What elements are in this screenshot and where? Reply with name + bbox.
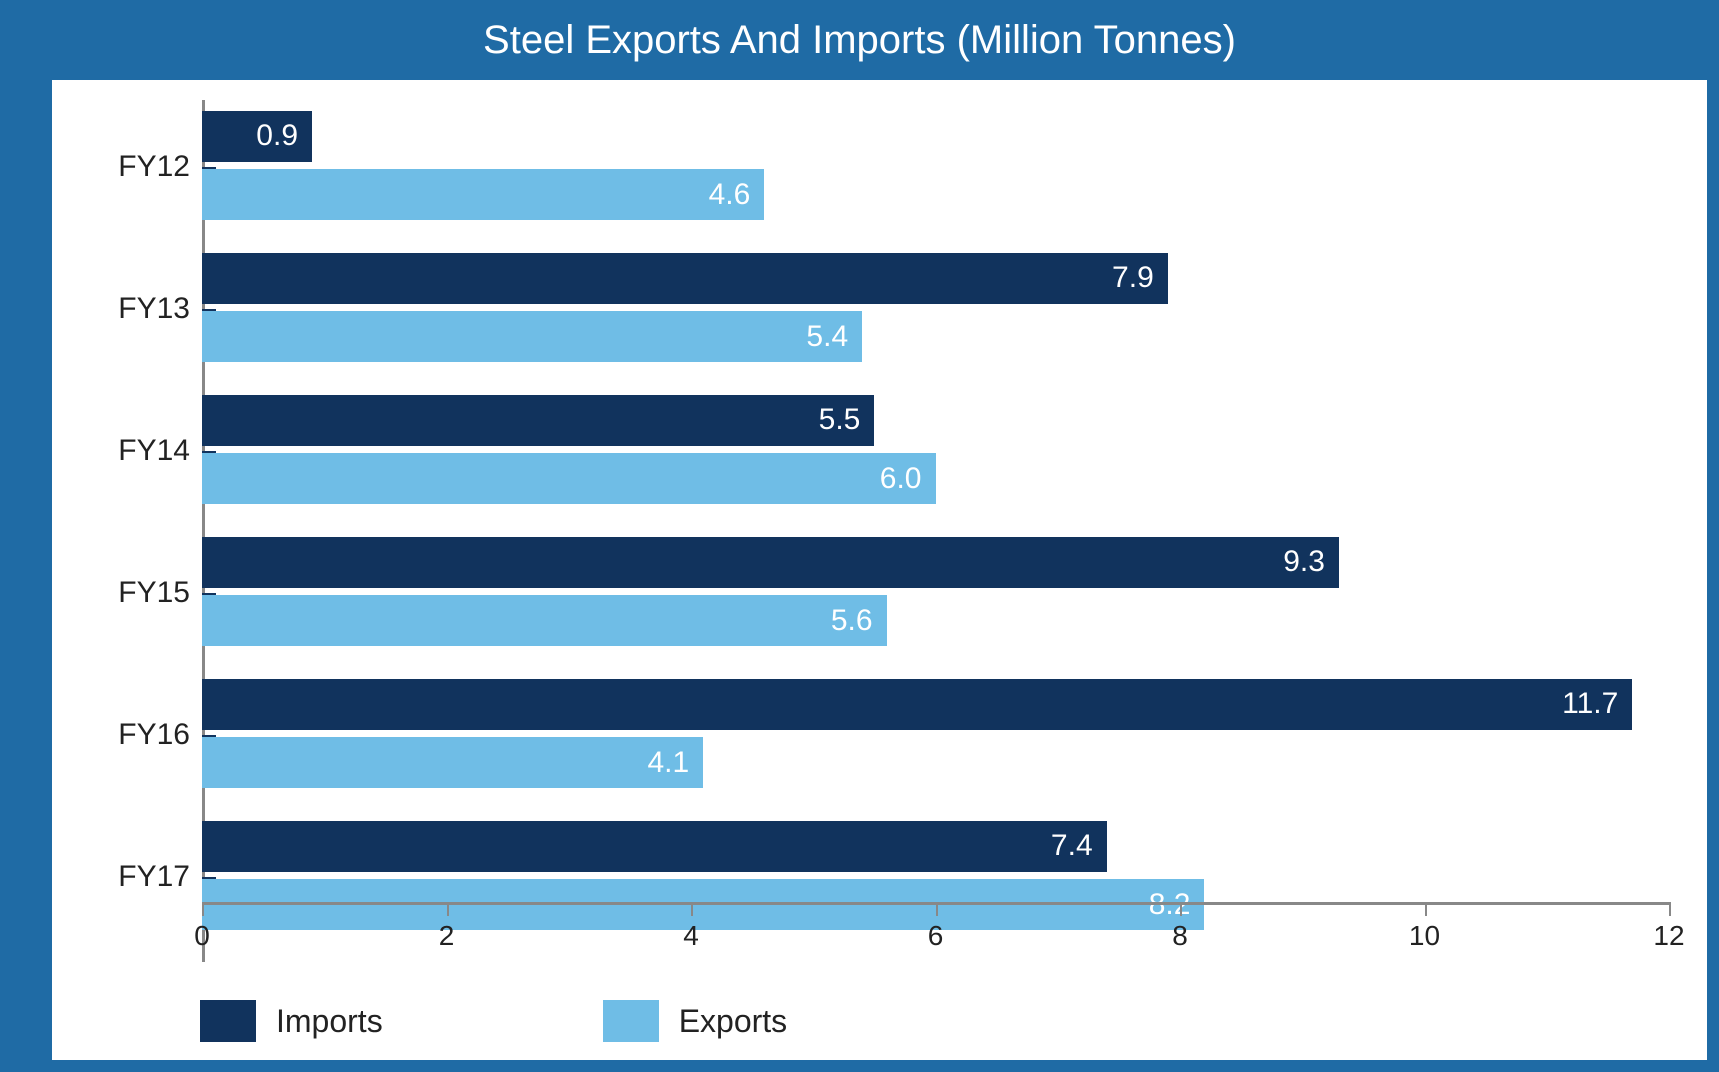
x-tick xyxy=(1180,902,1182,916)
frame-left xyxy=(0,80,52,1072)
legend-item-exports: Exports xyxy=(603,1000,787,1042)
category-label: FY15 xyxy=(90,576,190,610)
legend-swatch-exports xyxy=(603,1000,659,1042)
bar-exports: 6.0 xyxy=(202,453,936,504)
bar-value-label: 9.3 xyxy=(1283,545,1325,579)
bar-group: 11.7 4.1 xyxy=(202,677,1669,793)
x-tick xyxy=(202,902,204,916)
bar-value-label: 11.7 xyxy=(1562,687,1618,721)
bar-exports: 5.4 xyxy=(202,311,862,362)
bar-group: 9.3 5.6 xyxy=(202,535,1669,651)
x-tick-label: 6 xyxy=(928,920,944,952)
bar-imports: 0.9 xyxy=(202,111,312,162)
x-tick-label: 10 xyxy=(1409,920,1440,952)
category-label: FY12 xyxy=(90,150,190,184)
category-row: FY13 7.9 5.4 xyxy=(90,251,1669,367)
frame-bottom xyxy=(0,1060,1719,1072)
chart-title: Steel Exports And Imports (Million Tonne… xyxy=(483,18,1236,63)
legend-swatch-imports xyxy=(200,1000,256,1042)
x-tick-label: 12 xyxy=(1653,920,1684,952)
category-row: FY15 9.3 5.6 xyxy=(90,535,1669,651)
x-tick-label: 2 xyxy=(439,920,455,952)
bar-exports: 4.1 xyxy=(202,737,703,788)
bar-value-label: 4.6 xyxy=(709,178,751,212)
plot-area: FY12 0.9 4.6 FY13 7.9 5.4 FY14 5.5 6.0 FY15 9.3 5.6… xyxy=(90,100,1669,952)
x-tick xyxy=(447,902,449,916)
bar-imports: 7.9 xyxy=(202,253,1168,304)
bar-group: 0.9 4.6 xyxy=(202,109,1669,225)
bar-value-label: 7.4 xyxy=(1051,829,1093,863)
bar-value-label: 5.6 xyxy=(831,604,873,638)
x-tick xyxy=(936,902,938,916)
bar-exports: 5.6 xyxy=(202,595,887,646)
legend: Imports Exports xyxy=(200,1000,787,1042)
category-row: FY14 5.5 6.0 xyxy=(90,393,1669,509)
legend-item-imports: Imports xyxy=(200,1000,383,1042)
category-label: FY14 xyxy=(90,434,190,468)
x-tick-label: 8 xyxy=(1172,920,1188,952)
bar-value-label: 4.1 xyxy=(648,746,690,780)
bar-exports: 4.6 xyxy=(202,169,764,220)
category-label: FY16 xyxy=(90,718,190,752)
bar-group: 5.5 6.0 xyxy=(202,393,1669,509)
bar-value-label: 7.9 xyxy=(1112,261,1154,295)
bar-value-label: 6.0 xyxy=(880,462,922,496)
bar-imports: 7.4 xyxy=(202,821,1107,872)
x-tick xyxy=(1425,902,1427,916)
category-label: FY17 xyxy=(90,860,190,894)
x-tick-label: 0 xyxy=(194,920,210,952)
x-axis: 024681012 xyxy=(202,902,1669,962)
x-tick-label: 4 xyxy=(683,920,699,952)
bar-value-label: 5.5 xyxy=(819,403,861,437)
bar-imports: 11.7 xyxy=(202,679,1632,730)
legend-label-imports: Imports xyxy=(276,1003,383,1040)
category-row: FY16 11.7 4.1 xyxy=(90,677,1669,793)
bar-imports: 9.3 xyxy=(202,537,1339,588)
legend-label-exports: Exports xyxy=(679,1003,787,1040)
chart-titlebar: Steel Exports And Imports (Million Tonne… xyxy=(0,0,1719,80)
bar-group: 7.9 5.4 xyxy=(202,251,1669,367)
x-tick xyxy=(1669,902,1671,916)
x-tick xyxy=(691,902,693,916)
bar-value-label: 0.9 xyxy=(256,119,298,153)
frame-right xyxy=(1707,80,1719,1072)
category-row: FY12 0.9 4.6 xyxy=(90,109,1669,225)
bar-value-label: 5.4 xyxy=(806,320,848,354)
category-label: FY13 xyxy=(90,292,190,326)
bar-imports: 5.5 xyxy=(202,395,874,446)
